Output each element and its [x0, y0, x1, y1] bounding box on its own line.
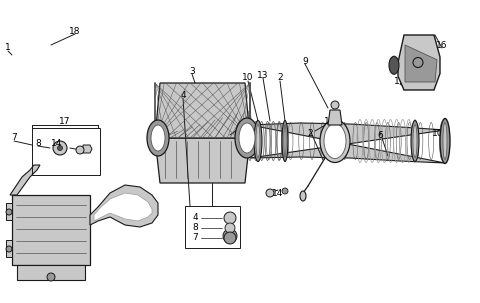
Polygon shape: [155, 83, 250, 138]
Text: 15: 15: [146, 131, 158, 139]
Text: 10: 10: [432, 128, 444, 138]
Text: 7: 7: [192, 234, 198, 242]
Ellipse shape: [284, 125, 286, 158]
Ellipse shape: [441, 121, 449, 161]
Circle shape: [266, 189, 274, 197]
Polygon shape: [6, 203, 12, 220]
Polygon shape: [250, 123, 445, 163]
Text: 2: 2: [307, 128, 313, 138]
Polygon shape: [90, 185, 158, 227]
Ellipse shape: [256, 125, 260, 158]
Circle shape: [225, 223, 235, 233]
Polygon shape: [10, 165, 40, 195]
Ellipse shape: [389, 56, 399, 74]
Text: 14: 14: [272, 188, 284, 198]
Polygon shape: [6, 240, 12, 257]
Circle shape: [76, 146, 84, 154]
Polygon shape: [17, 265, 85, 280]
Polygon shape: [94, 193, 152, 221]
Circle shape: [53, 141, 67, 155]
Text: 6: 6: [377, 131, 383, 139]
Ellipse shape: [443, 125, 447, 158]
Circle shape: [224, 212, 236, 224]
Text: 10: 10: [242, 74, 254, 82]
Polygon shape: [155, 138, 250, 183]
Ellipse shape: [443, 122, 447, 159]
Circle shape: [282, 188, 288, 194]
Text: 4: 4: [192, 214, 198, 222]
Ellipse shape: [413, 125, 417, 158]
Ellipse shape: [440, 118, 450, 164]
Text: 12: 12: [324, 116, 336, 125]
Ellipse shape: [235, 118, 259, 158]
Text: 16: 16: [436, 41, 448, 49]
Text: 3: 3: [189, 66, 195, 75]
Ellipse shape: [147, 120, 169, 156]
Polygon shape: [328, 110, 342, 125]
Polygon shape: [12, 195, 90, 265]
Circle shape: [331, 101, 339, 109]
Text: 13: 13: [257, 71, 269, 79]
Text: 17: 17: [59, 116, 71, 125]
Ellipse shape: [411, 121, 419, 161]
Text: 5: 5: [239, 125, 245, 135]
Text: 7: 7: [11, 134, 17, 142]
Circle shape: [413, 58, 423, 68]
Text: 18: 18: [69, 26, 81, 35]
Text: 8: 8: [192, 224, 198, 232]
Polygon shape: [398, 35, 440, 90]
Ellipse shape: [282, 121, 288, 161]
Circle shape: [47, 273, 55, 281]
Text: 11: 11: [394, 76, 406, 85]
Text: 1: 1: [5, 44, 11, 52]
Ellipse shape: [300, 191, 306, 201]
Text: 9: 9: [302, 56, 308, 65]
Polygon shape: [83, 145, 92, 153]
Ellipse shape: [324, 124, 346, 158]
Circle shape: [58, 145, 62, 151]
Ellipse shape: [151, 125, 165, 151]
Text: 2: 2: [277, 74, 283, 82]
Circle shape: [6, 246, 12, 252]
Ellipse shape: [254, 121, 262, 161]
Ellipse shape: [320, 119, 350, 162]
Text: 14: 14: [51, 138, 63, 148]
Circle shape: [6, 209, 12, 215]
Text: 8: 8: [35, 138, 41, 148]
Text: 4: 4: [180, 91, 186, 99]
Polygon shape: [405, 45, 437, 82]
Ellipse shape: [239, 123, 255, 153]
Circle shape: [223, 229, 237, 243]
Circle shape: [224, 232, 236, 244]
